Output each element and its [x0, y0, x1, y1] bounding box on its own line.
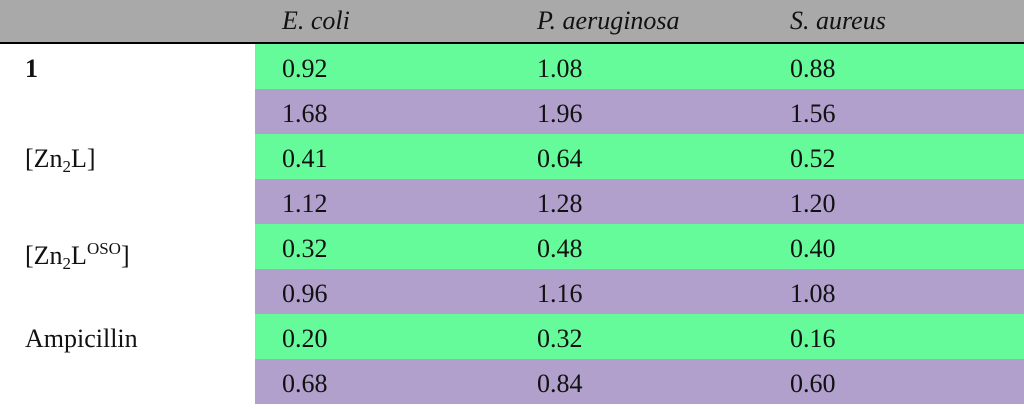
table-row: [Zn2LOSO] 0.32 0.48 0.40 — [0, 224, 1024, 273]
row-band — [255, 44, 1024, 89]
value-cell: 0.48 — [537, 234, 583, 263]
label-part: OSO — [86, 239, 121, 258]
row-band — [255, 314, 1024, 359]
row-band — [255, 269, 1024, 314]
row-band — [255, 89, 1024, 134]
row-band — [255, 134, 1024, 179]
value-cell: 0.20 — [282, 324, 328, 353]
table-row: 1.12 1.28 1.20 — [0, 179, 1024, 224]
table-row: 1 0.92 1.08 0.88 — [0, 44, 1024, 89]
row-label: 1 — [25, 44, 38, 89]
table-row: 1.68 1.96 1.56 — [0, 89, 1024, 134]
table-row: 0.96 1.16 1.08 — [0, 269, 1024, 314]
row-label: Ampicillin — [25, 314, 138, 359]
row-label: [Zn2L] — [25, 134, 96, 179]
table-row: Ampicillin 0.20 0.32 0.16 — [0, 314, 1024, 359]
value-cell: 1.08 — [537, 54, 583, 83]
value-cell: 0.32 — [282, 234, 328, 263]
value-cell: 0.16 — [790, 324, 836, 353]
value-cell: 0.84 — [537, 369, 583, 398]
column-header: S. aureus — [790, 6, 886, 35]
row-band — [255, 359, 1024, 404]
value-cell: 1.68 — [282, 99, 328, 128]
label-part: 1 — [25, 54, 38, 83]
value-cell: 1.16 — [537, 279, 583, 308]
value-cell: 1.96 — [537, 99, 583, 128]
label-part: [Zn — [25, 144, 63, 173]
header-row: E. coli P. aeruginosa S. aureus — [0, 0, 1024, 44]
value-cell: 1.28 — [537, 189, 583, 218]
label-part: ] — [120, 241, 130, 270]
value-cell: 0.88 — [790, 54, 836, 83]
column-header: E. coli — [282, 6, 350, 35]
label-part: [Zn — [25, 241, 63, 270]
row-band — [255, 224, 1024, 269]
value-cell: 0.32 — [537, 324, 583, 353]
column-header: P. aeruginosa — [537, 6, 680, 35]
value-cell: 1.56 — [790, 99, 836, 128]
table-row: [Zn2L] 0.41 0.64 0.52 — [0, 134, 1024, 179]
label-part: L — [71, 241, 87, 270]
table-row: 0.68 0.84 0.60 — [0, 359, 1024, 404]
value-cell: 0.96 — [282, 279, 328, 308]
value-cell: 0.40 — [790, 234, 836, 263]
value-cell: 0.68 — [282, 369, 328, 398]
label-part: Ampicillin — [25, 324, 138, 353]
row-label: [Zn2LOSO] — [25, 224, 130, 273]
value-cell: 1.12 — [282, 189, 328, 218]
value-cell: 0.60 — [790, 369, 836, 398]
label-part: 2 — [62, 254, 72, 273]
label-part: L] — [71, 144, 96, 173]
value-cell: 1.08 — [790, 279, 836, 308]
value-cell: 0.64 — [537, 144, 583, 173]
value-cell: 1.20 — [790, 189, 836, 218]
label-part: 2 — [62, 157, 72, 176]
value-cell: 0.41 — [282, 144, 328, 173]
row-band — [255, 179, 1024, 224]
value-cell: 0.92 — [282, 54, 328, 83]
value-cell: 0.52 — [790, 144, 836, 173]
